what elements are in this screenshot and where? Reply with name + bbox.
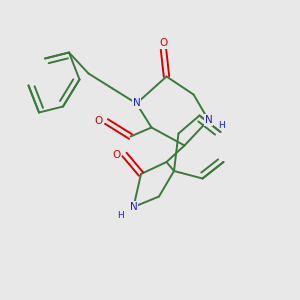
Text: N: N (130, 202, 137, 212)
Text: O: O (112, 149, 120, 160)
Text: H: H (118, 212, 124, 220)
Text: H: H (218, 121, 224, 130)
Text: O: O (159, 38, 168, 48)
Text: N: N (205, 115, 212, 125)
Text: N: N (133, 98, 140, 109)
Text: O: O (94, 116, 102, 127)
